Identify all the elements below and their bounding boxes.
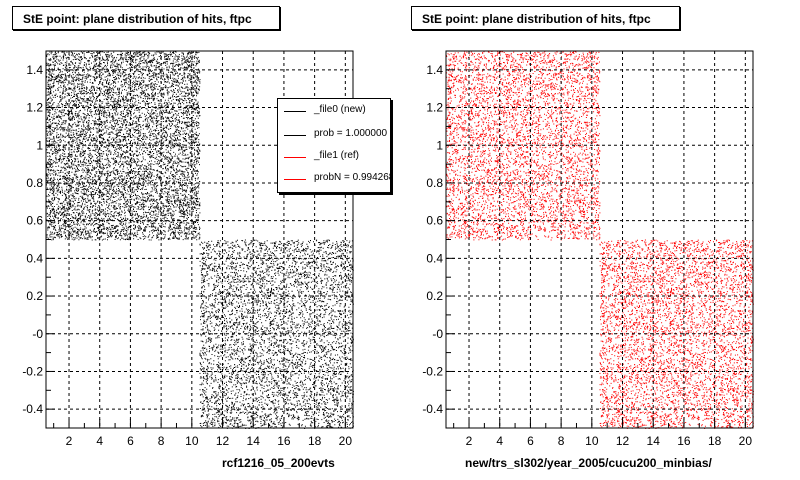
hit-region-0-0: [446, 51, 601, 241]
x-tick-label: 6: [127, 434, 134, 448]
legend-entry-prob: prob = 1.000000: [278, 125, 390, 147]
y-tick-label: 1.2: [26, 101, 43, 115]
x-tick-label: 18: [708, 434, 722, 448]
left-chart-title: StE point: plane distribution of hits, f…: [12, 6, 280, 30]
left-x-axis-label: rcf1216_05_200evts: [222, 456, 335, 470]
legend-entry-probn: probN = 0.994268: [278, 169, 391, 191]
right-x-axis-label: new/trs_sl302/year_2005/cucu200_minbias/: [465, 456, 712, 470]
x-tick-label: 6: [527, 434, 534, 448]
y-tick-label: 0.6: [426, 214, 443, 228]
hit-points: [199, 239, 354, 429]
legend-swatch-probn: [284, 179, 306, 180]
y-tick-label: 0.4: [26, 251, 43, 265]
legend-label-ref: _file1 (ref): [314, 150, 360, 161]
y-tick-label: 1.4: [426, 63, 443, 77]
y-tick-label: 1: [436, 138, 443, 152]
x-tick-label: 12: [616, 434, 630, 448]
x-tick-label: 10: [185, 434, 199, 448]
y-tick-label: 1.4: [26, 63, 43, 77]
x-tick-label: 2: [466, 434, 473, 448]
legend-swatch-prob: [284, 135, 306, 136]
hit-points: [599, 239, 754, 429]
x-tick-label: 12: [216, 434, 230, 448]
y-tick-label: 0.6: [26, 214, 43, 228]
x-tick-label: 16: [677, 434, 691, 448]
y-tick-label: -0.2: [422, 364, 443, 378]
x-tick-label: 18: [308, 434, 322, 448]
x-tick-label: 8: [158, 434, 165, 448]
legend-entry-ref: _file1 (ref): [278, 147, 390, 169]
y-tick-label: 0.2: [26, 289, 43, 303]
legend-label-prob: prob = 1.000000: [314, 128, 388, 139]
y-tick-label: 0.2: [426, 289, 443, 303]
x-tick-label: 4: [496, 434, 503, 448]
x-tick-label: 14: [647, 434, 661, 448]
y-tick-label: 0.4: [426, 251, 443, 265]
hit-region-0-1: [199, 239, 354, 429]
hit-points: [46, 51, 201, 241]
x-tick-label: 20: [339, 434, 353, 448]
hit-points: [446, 51, 601, 241]
x-tick-label: 10: [585, 434, 599, 448]
x-tick-label: 16: [277, 434, 291, 448]
y-tick-label: 1.2: [426, 101, 443, 115]
x-tick-label: 2: [66, 434, 73, 448]
legend-label-probn: probN = 0.994268: [314, 172, 391, 183]
y-tick-label: -0.4: [422, 402, 443, 416]
y-tick-label: -0.2: [22, 364, 43, 378]
legend-label-new: _file0 (new): [314, 104, 366, 115]
y-tick-label: 0.8: [426, 176, 443, 190]
hit-region-0-0: [46, 51, 201, 241]
x-tick-label: 4: [96, 434, 103, 448]
x-tick-label: 20: [739, 434, 753, 448]
legend-swatch-new: [284, 111, 306, 112]
legend-entry-new: _file0 (new): [278, 101, 390, 123]
y-tick-label: 0.8: [26, 176, 43, 190]
y-tick-label: 1: [36, 138, 43, 152]
x-tick-label: 8: [558, 434, 565, 448]
right-chart-title: StE point: plane distribution of hits, f…: [411, 6, 680, 30]
x-tick-label: 14: [247, 434, 261, 448]
y-tick-label: -0: [32, 327, 43, 341]
y-tick-label: -0.4: [22, 402, 43, 416]
legend: _file0 (new) prob = 1.000000 _file1 (ref…: [277, 98, 391, 193]
legend-swatch-ref: [284, 157, 306, 158]
y-tick-label: -0: [432, 327, 443, 341]
hit-region-0-1: [599, 239, 754, 429]
